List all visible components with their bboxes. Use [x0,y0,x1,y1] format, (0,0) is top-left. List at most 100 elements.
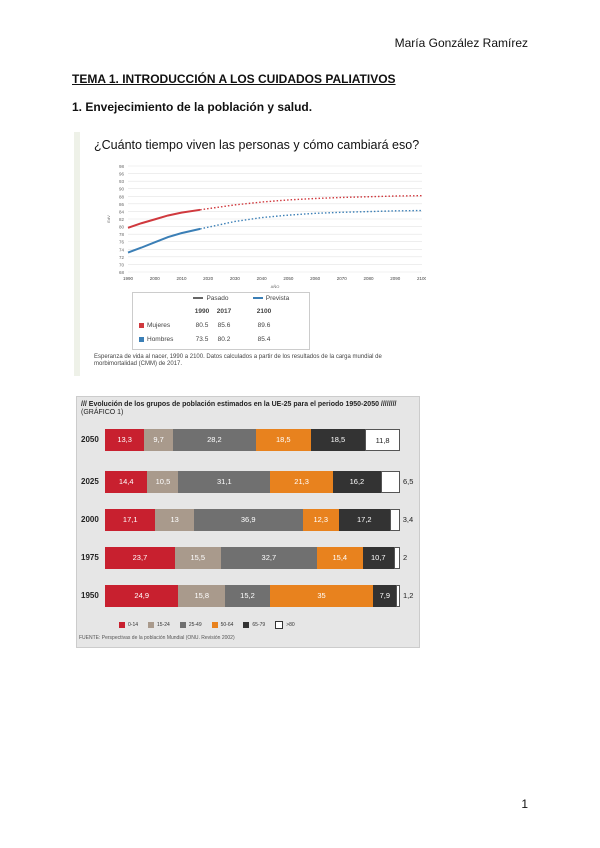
figure1-caption: Esperanza de vida al nacer, 1990 a 2100.… [94,354,382,367]
bar-segment-25-49: 36,9 [193,509,303,531]
bar-row-2000: 2000 17,1 13 36,9 12,3 17,2 3,4 [77,509,419,531]
legend-item-15-24: 15-24 [148,622,170,628]
legend-item-25-49: 25-49 [179,622,202,628]
hombres-1990: 73.5 [195,336,209,343]
figure2-legend: 0-14 15-24 25-49 50-64 65-79 >80 [119,621,305,629]
figure2-source: FUENTE: Perspectivas de la población Mun… [79,635,235,641]
legend-item-0-14: 0-14 [119,622,138,628]
population-groups-figure: /// Evolución de los grupos de población… [76,396,420,648]
bar-segment-50-64: 12,3 [302,509,339,531]
bar-row-year: 1975 [81,553,99,562]
bar-segment-0-14: 14,4 [105,471,148,493]
bar-row-1975: 1975 23,7 15,5 32,7 15,4 10,7 2 [77,547,419,569]
bar-segment-50-64: 35 [269,585,374,607]
bar-row-2025: 2025 14,4 10,5 31,1 21,3 16,2 6,5 [77,471,419,493]
bar-segment->80 [389,509,400,531]
y-tick-label: 88 [119,194,125,199]
bar-segment-65-79: 18,5 [310,429,366,451]
row-mujeres: Mujeres [139,322,191,329]
legend-swatch [211,622,218,628]
author-name: María González Ramírez [394,36,528,50]
y-tick-label: 84 [119,209,125,214]
series-line-mujeres-pasado [127,208,201,229]
bar-row-2050: 2050 13,3 9,7 28,2 18,5 18,5 11,8 [77,429,419,451]
y-tick-label: 86 [119,202,125,207]
series-line-hombres-prevista [200,209,423,230]
life-expectancy-figure: ¿Cuánto tiempo viven las personas y cómo… [74,132,426,376]
y-tick-label: 80 [119,225,125,230]
page-number: 1 [521,797,528,811]
legend-swatch [275,621,284,629]
bar-row-year: 2050 [81,435,99,444]
x-tick-label: 2000 [150,276,161,281]
y-tick-label: 78 [119,232,125,237]
x-tick-label: 2080 [364,276,375,281]
bar-value-label: 1,2 [403,591,414,600]
bar-value-label: 6,5 [403,477,414,486]
bar-segment-25-49: 32,7 [220,547,318,569]
mujeres-2100: 89.6 [257,322,271,329]
hombres-2100: 85.4 [257,336,271,343]
bar-segment-0-14: 17,1 [105,509,156,531]
bar-segment-15-24: 10,5 [147,471,179,493]
subsection-heading: 1. Envejecimiento de la población y salu… [72,100,313,114]
bar-segment->80: 11,8 [365,429,400,451]
legend-swatch [148,622,155,628]
y-tick-label: 70 [119,262,125,267]
bar-segment-15-24: 15,5 [174,547,221,569]
bar-segment-50-64: 18,5 [256,429,311,451]
x-tick-label: 1990 [123,276,134,281]
bar-segment-65-79: 17,2 [338,509,390,531]
y-tick-label: 68 [119,270,125,275]
y-tick-label: 90 [119,187,125,192]
y-axis-label: EdV [106,215,111,223]
figure2-title: /// Evolución de los grupos de población… [81,401,397,416]
y-tick-label: 98 [119,164,125,169]
bar-segment-65-79: 10,7 [362,547,395,569]
bar-row-year: 2000 [81,515,99,524]
x-tick-label: 2020 [203,276,214,281]
bar-segment-50-64: 15,4 [317,547,363,569]
bar-segment->80 [396,585,400,607]
bar-segment-15-24: 13 [155,509,194,531]
col-2100: 2100 [256,308,272,315]
bar-segment-0-14: 24,9 [105,585,179,607]
x-tick-label: 2100 [417,276,426,281]
x-tick-label: 2010 [176,276,187,281]
bar-segment-25-49: 31,1 [178,471,271,493]
y-tick-label: 74 [119,247,125,252]
bar-segment-25-49: 28,2 [172,429,257,451]
series-line-mujeres-prevista [200,194,423,211]
bar-row-year: 2025 [81,477,99,486]
bar-segment->80 [394,547,400,569]
bar-row-year: 1950 [81,591,99,600]
legend-swatch [179,622,186,628]
x-tick-label: 2090 [390,276,401,281]
y-tick-label: 72 [119,255,125,260]
col-2017: 2017 [216,308,232,315]
legend-item-65-79: 65-79 [243,622,265,628]
bar-segment-50-64: 21,3 [270,471,334,493]
y-tick-label: 93 [119,179,125,184]
legend-pasado: Pasado [181,295,241,302]
section-heading: TEMA 1. INTRODUCCIÓN A LOS CUIDADOS PALI… [72,72,396,86]
figure1-title: ¿Cuánto tiempo viven las personas y cómo… [94,138,420,152]
col-1990: 1990 [194,308,210,315]
x-axis-label: AÑO [271,284,280,289]
bar-segment-65-79: 16,2 [333,471,381,493]
bar-row-1950: 1950 24,9 15,8 15,2 35 7,9 1,2 [77,585,419,607]
x-tick-label: 2070 [337,276,348,281]
x-tick-label: 2060 [310,276,321,281]
x-tick-label: 2050 [283,276,294,281]
y-tick-label: 76 [119,240,125,245]
mujeres-2017: 85.6 [217,322,231,329]
legend-item-50-64: 50-64 [211,622,233,628]
legend-item->80: >80 [275,621,295,629]
bar-segment->80 [380,471,400,493]
mujeres-1990: 80.5 [195,322,209,329]
y-tick-label: 96 [119,172,125,177]
bar-segment-0-14: 23,7 [105,547,175,569]
figure1-legend-table: Pasado Prevista 1990 2017 2100 Mujeres 8… [132,292,310,350]
bar-segment-25-49: 15,2 [225,585,270,607]
y-tick-label: 82 [119,217,125,222]
